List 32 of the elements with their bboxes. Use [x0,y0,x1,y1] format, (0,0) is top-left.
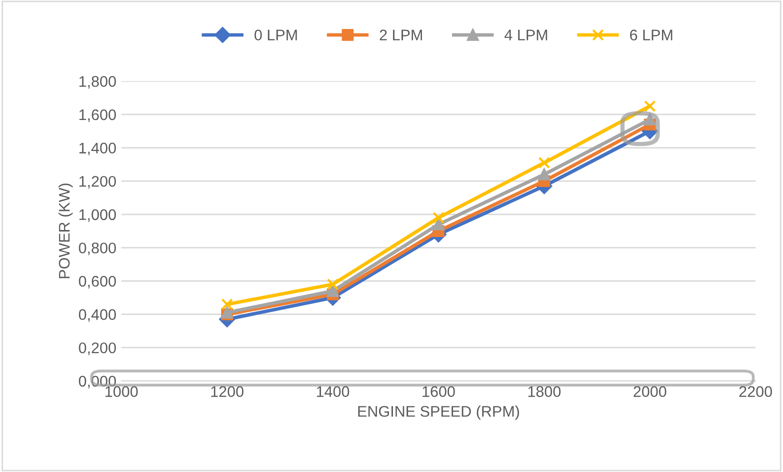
legend-label: 0 LPM [254,30,297,40]
x-axis-title: ENGINE SPEED (RPM) [358,406,520,420]
legend-label: 4 LPM [504,30,548,40]
point [644,100,656,112]
point [221,298,233,310]
point [644,114,656,126]
x-tick-label: 1400 [316,386,350,397]
x-tick-label: 1200 [211,386,244,397]
y-tick-label: 1,200 [79,176,116,189]
y-tick-label: 1,400 [79,142,116,156]
y-tick-label: 0,400 [78,309,116,322]
y-tick-label: 0,800 [78,242,116,256]
y-tick-label: 1,800 [79,76,116,89]
x-tick-label: 2000 [634,386,666,397]
x-tick-label: 2200 [739,386,772,397]
legend-label: 2 LPM [380,30,422,40]
legend-label: 6 LPM [630,30,672,40]
point [326,278,339,290]
point [538,168,550,180]
point [538,156,550,169]
x-tick-label: 1800 [528,386,561,397]
y-tick-label: 0,600 [78,276,116,288]
point [326,285,339,297]
x-tick-label: 1000 [106,386,138,397]
y-tick-label: 0,200 [78,342,116,356]
y-axis-title: POWER (KW) [58,184,73,278]
x-tick-label: 1600 [422,386,455,397]
point [432,218,444,230]
y-tick-label: 0,000 [78,376,116,388]
y-tick-label: 1,000 [79,209,116,222]
y-tick-label: 1,600 [79,109,116,122]
point [432,212,444,224]
